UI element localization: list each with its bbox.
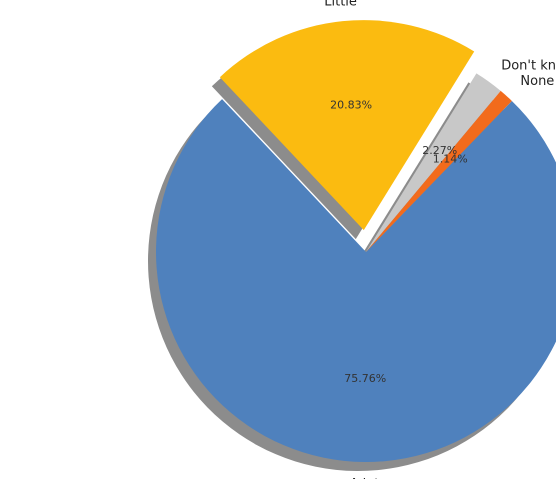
pie-value-label: 20.83% [330, 99, 372, 112]
pie-slice-a-lot [156, 99, 556, 462]
pie-slice-none [366, 90, 512, 252]
pie-value-label: 1.14% [433, 152, 468, 165]
pie-category-labels: A lot Little Don't know / No responseNone [324, 0, 556, 479]
pie-value-label: 75.76% [344, 372, 386, 385]
pie-value-labels: 75.76% 20.83% 2.27%1.14% [330, 99, 468, 385]
pie-category-label: Little [324, 0, 357, 9]
pie-category-label: Don't know / No response [501, 59, 556, 74]
pie-slices [156, 20, 556, 462]
pie-category-label: None [520, 74, 554, 89]
pie-value-label: 2.27% [422, 144, 457, 157]
pie-slice-little [219, 20, 475, 231]
pie-slice-don-t-know-no-response [366, 73, 501, 252]
pie-category-label: A lot [350, 477, 380, 479]
